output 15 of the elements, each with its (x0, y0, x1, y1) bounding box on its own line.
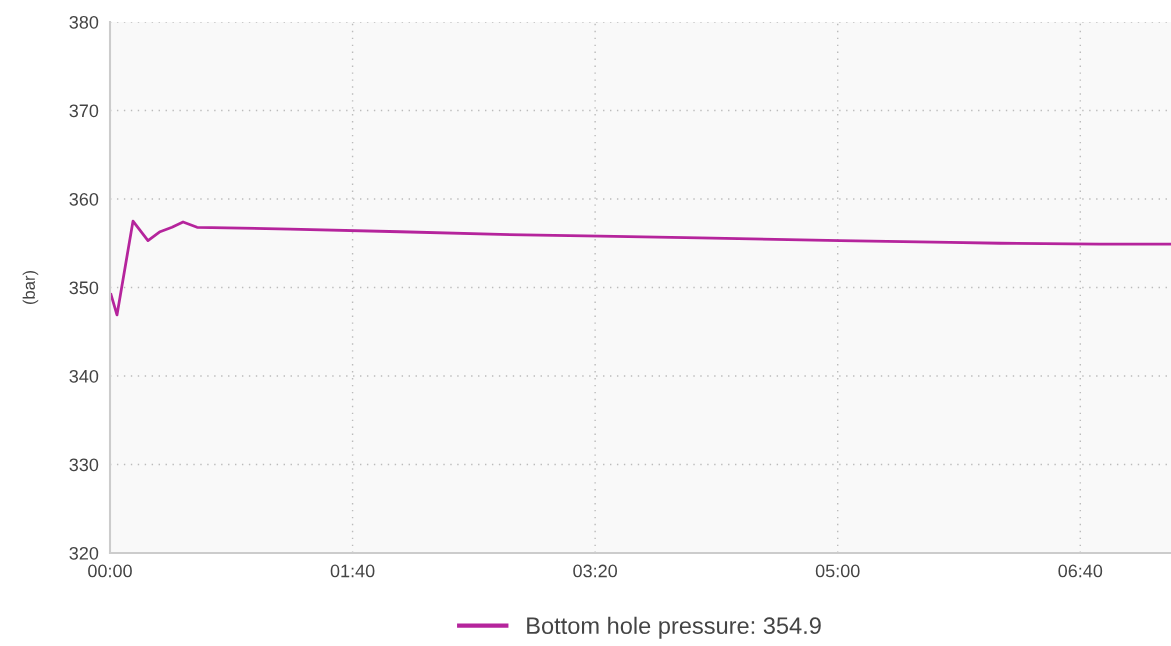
y-axis-title: (bar) (22, 270, 39, 305)
legend-label: Bottom hole pressure: 354.9 (527, 616, 821, 639)
y-tick-label: 340 (69, 369, 99, 383)
x-tick-label: 03:20 (573, 564, 618, 578)
y-tick-label: 380 (69, 15, 99, 29)
x-tick-label: 00:00 (88, 564, 132, 578)
line-series (110, 219, 1171, 317)
y-tick-label: 360 (69, 192, 99, 206)
x-tick-label: 01:40 (330, 564, 375, 578)
x-tick-label: 06:40 (1058, 564, 1103, 578)
y-tick-label: 370 (69, 104, 99, 118)
y-tick-label: 320 (69, 546, 99, 560)
x-tick-label: 05:00 (815, 564, 860, 578)
y-tick-label: 330 (69, 458, 99, 472)
y-tick-label: 350 (69, 281, 99, 295)
